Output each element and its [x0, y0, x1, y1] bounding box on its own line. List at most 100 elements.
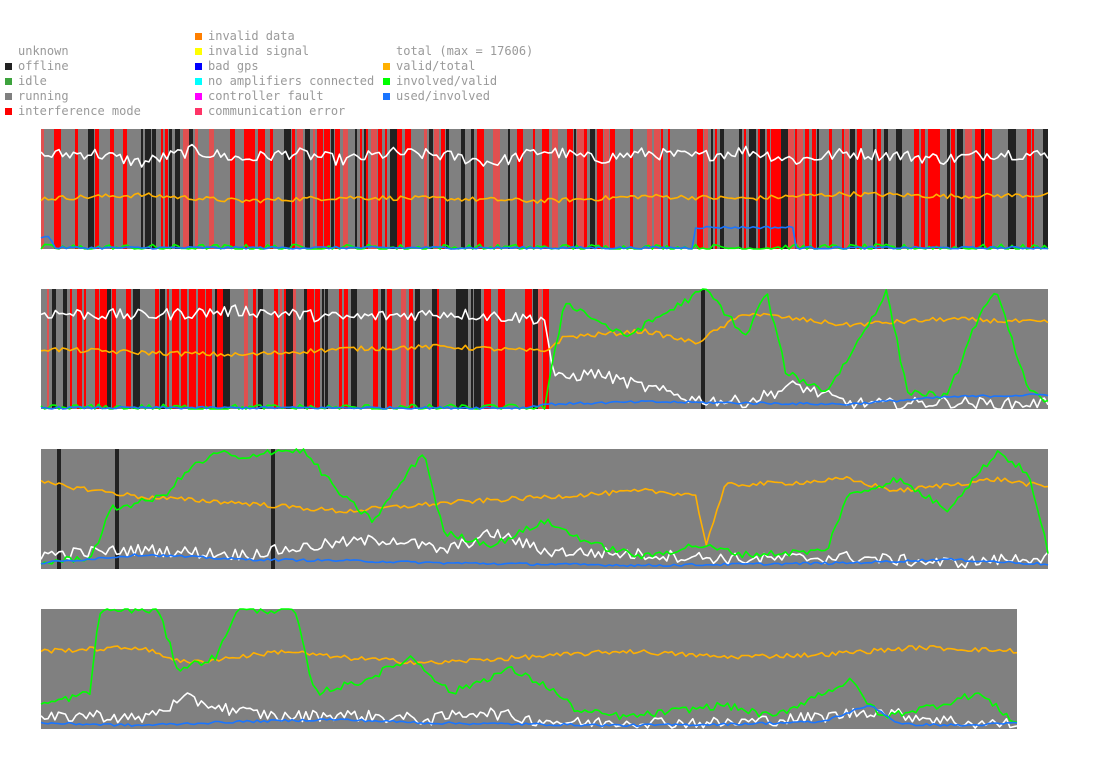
status-band: [446, 129, 449, 249]
status-legend-item: unknown: [5, 44, 141, 59]
status-band: [304, 289, 307, 409]
status-legend-item: running: [5, 89, 141, 104]
status-band: [258, 129, 265, 249]
legend-swatch: [5, 48, 12, 55]
legend-swatch: [5, 108, 12, 115]
status-band: [270, 129, 273, 249]
status-band: [307, 289, 312, 409]
status-band: [366, 129, 368, 249]
status-band: [215, 289, 217, 409]
status-band: [209, 129, 214, 249]
status-band: [715, 129, 717, 249]
status-band: [183, 129, 189, 249]
status-band: [175, 129, 180, 249]
status-band: [441, 129, 445, 249]
status-band: [364, 129, 366, 249]
status-band: [921, 129, 925, 249]
status-band: [597, 129, 603, 249]
status-band: [110, 129, 114, 249]
error-legend-item: invalid signal: [195, 44, 374, 59]
status-band: [577, 129, 584, 249]
status-band: [95, 129, 99, 249]
status-band: [75, 129, 78, 249]
status-band: [339, 289, 342, 409]
status-band: [315, 289, 320, 409]
legend-label: idle: [18, 74, 47, 88]
status-band: [1027, 129, 1031, 249]
status-band: [1012, 129, 1016, 249]
status-band: [378, 129, 382, 249]
series-valid-total-line: [40, 191, 1049, 204]
status-band: [297, 129, 303, 249]
status-band: [141, 129, 143, 249]
status-band-offline: [701, 289, 705, 409]
legend-error-column: invalid data invalid signal bad gps no ampl…: [195, 29, 374, 119]
status-band: [567, 129, 569, 249]
status-band: [767, 129, 770, 249]
status-band: [749, 129, 756, 249]
series-valid-total-line: [40, 644, 1018, 666]
status-band: [217, 289, 223, 409]
status-band: [432, 289, 437, 409]
status-band: [845, 129, 849, 249]
legend-swatch: [383, 93, 390, 100]
ratio-legend-item: total (max = 17606): [383, 44, 533, 59]
status-band: [258, 289, 263, 409]
status-band: [739, 129, 742, 249]
status-band: [842, 129, 844, 249]
status-band: [914, 129, 919, 249]
legend-swatch: [195, 93, 202, 100]
status-band: [934, 129, 940, 249]
status-band: [70, 289, 72, 409]
status-band: [744, 129, 746, 249]
status-band: [165, 129, 168, 249]
chart-panel-4: [40, 608, 1018, 729]
status-band: [409, 289, 413, 409]
status-band: [981, 129, 984, 249]
status-band: [795, 129, 797, 249]
status-band: [884, 129, 888, 249]
status-band: [251, 129, 255, 249]
status-legend-item: interference mode: [5, 104, 141, 119]
status-band: [401, 289, 406, 409]
series-used-involved-line: [40, 225, 1049, 250]
status-band: [533, 129, 535, 249]
legend-label: valid/total: [396, 59, 476, 73]
status-band: [373, 289, 378, 409]
status-band: [161, 129, 163, 249]
status-band: [397, 129, 402, 249]
status-band: [498, 289, 505, 409]
status-band: [77, 289, 82, 409]
status-band: [344, 289, 348, 409]
panel-background: [41, 609, 1017, 729]
error-legend-item: communication error: [195, 104, 374, 119]
status-band: [797, 129, 803, 249]
status-band: [107, 289, 111, 409]
series-involved-valid-line: [40, 448, 1049, 565]
legend-swatch: [5, 63, 12, 70]
legend-label: unknown: [18, 44, 69, 58]
series-valid-total-line: [40, 312, 1049, 358]
status-band: [975, 129, 981, 249]
status-band: [873, 129, 875, 249]
status-band: [1043, 129, 1048, 249]
legend-swatch: [5, 93, 12, 100]
status-band: [284, 129, 291, 249]
series-used-involved-line: [41, 393, 1049, 410]
series-total-line: [40, 528, 1049, 569]
status-band: [385, 129, 387, 249]
status-band: [198, 289, 205, 409]
legend-label: no amplifiers connected: [208, 74, 375, 88]
status-band: [584, 129, 587, 249]
status-band: [286, 289, 293, 409]
legend-label: running: [18, 89, 69, 103]
series-used-involved-line: [40, 553, 1049, 568]
error-legend-item: invalid data: [195, 29, 374, 44]
status-band: [133, 289, 140, 409]
status-band: [542, 129, 549, 249]
status-band: [471, 289, 473, 409]
status-band: [280, 289, 282, 409]
status-band: [47, 289, 49, 409]
status-band: [293, 289, 296, 409]
